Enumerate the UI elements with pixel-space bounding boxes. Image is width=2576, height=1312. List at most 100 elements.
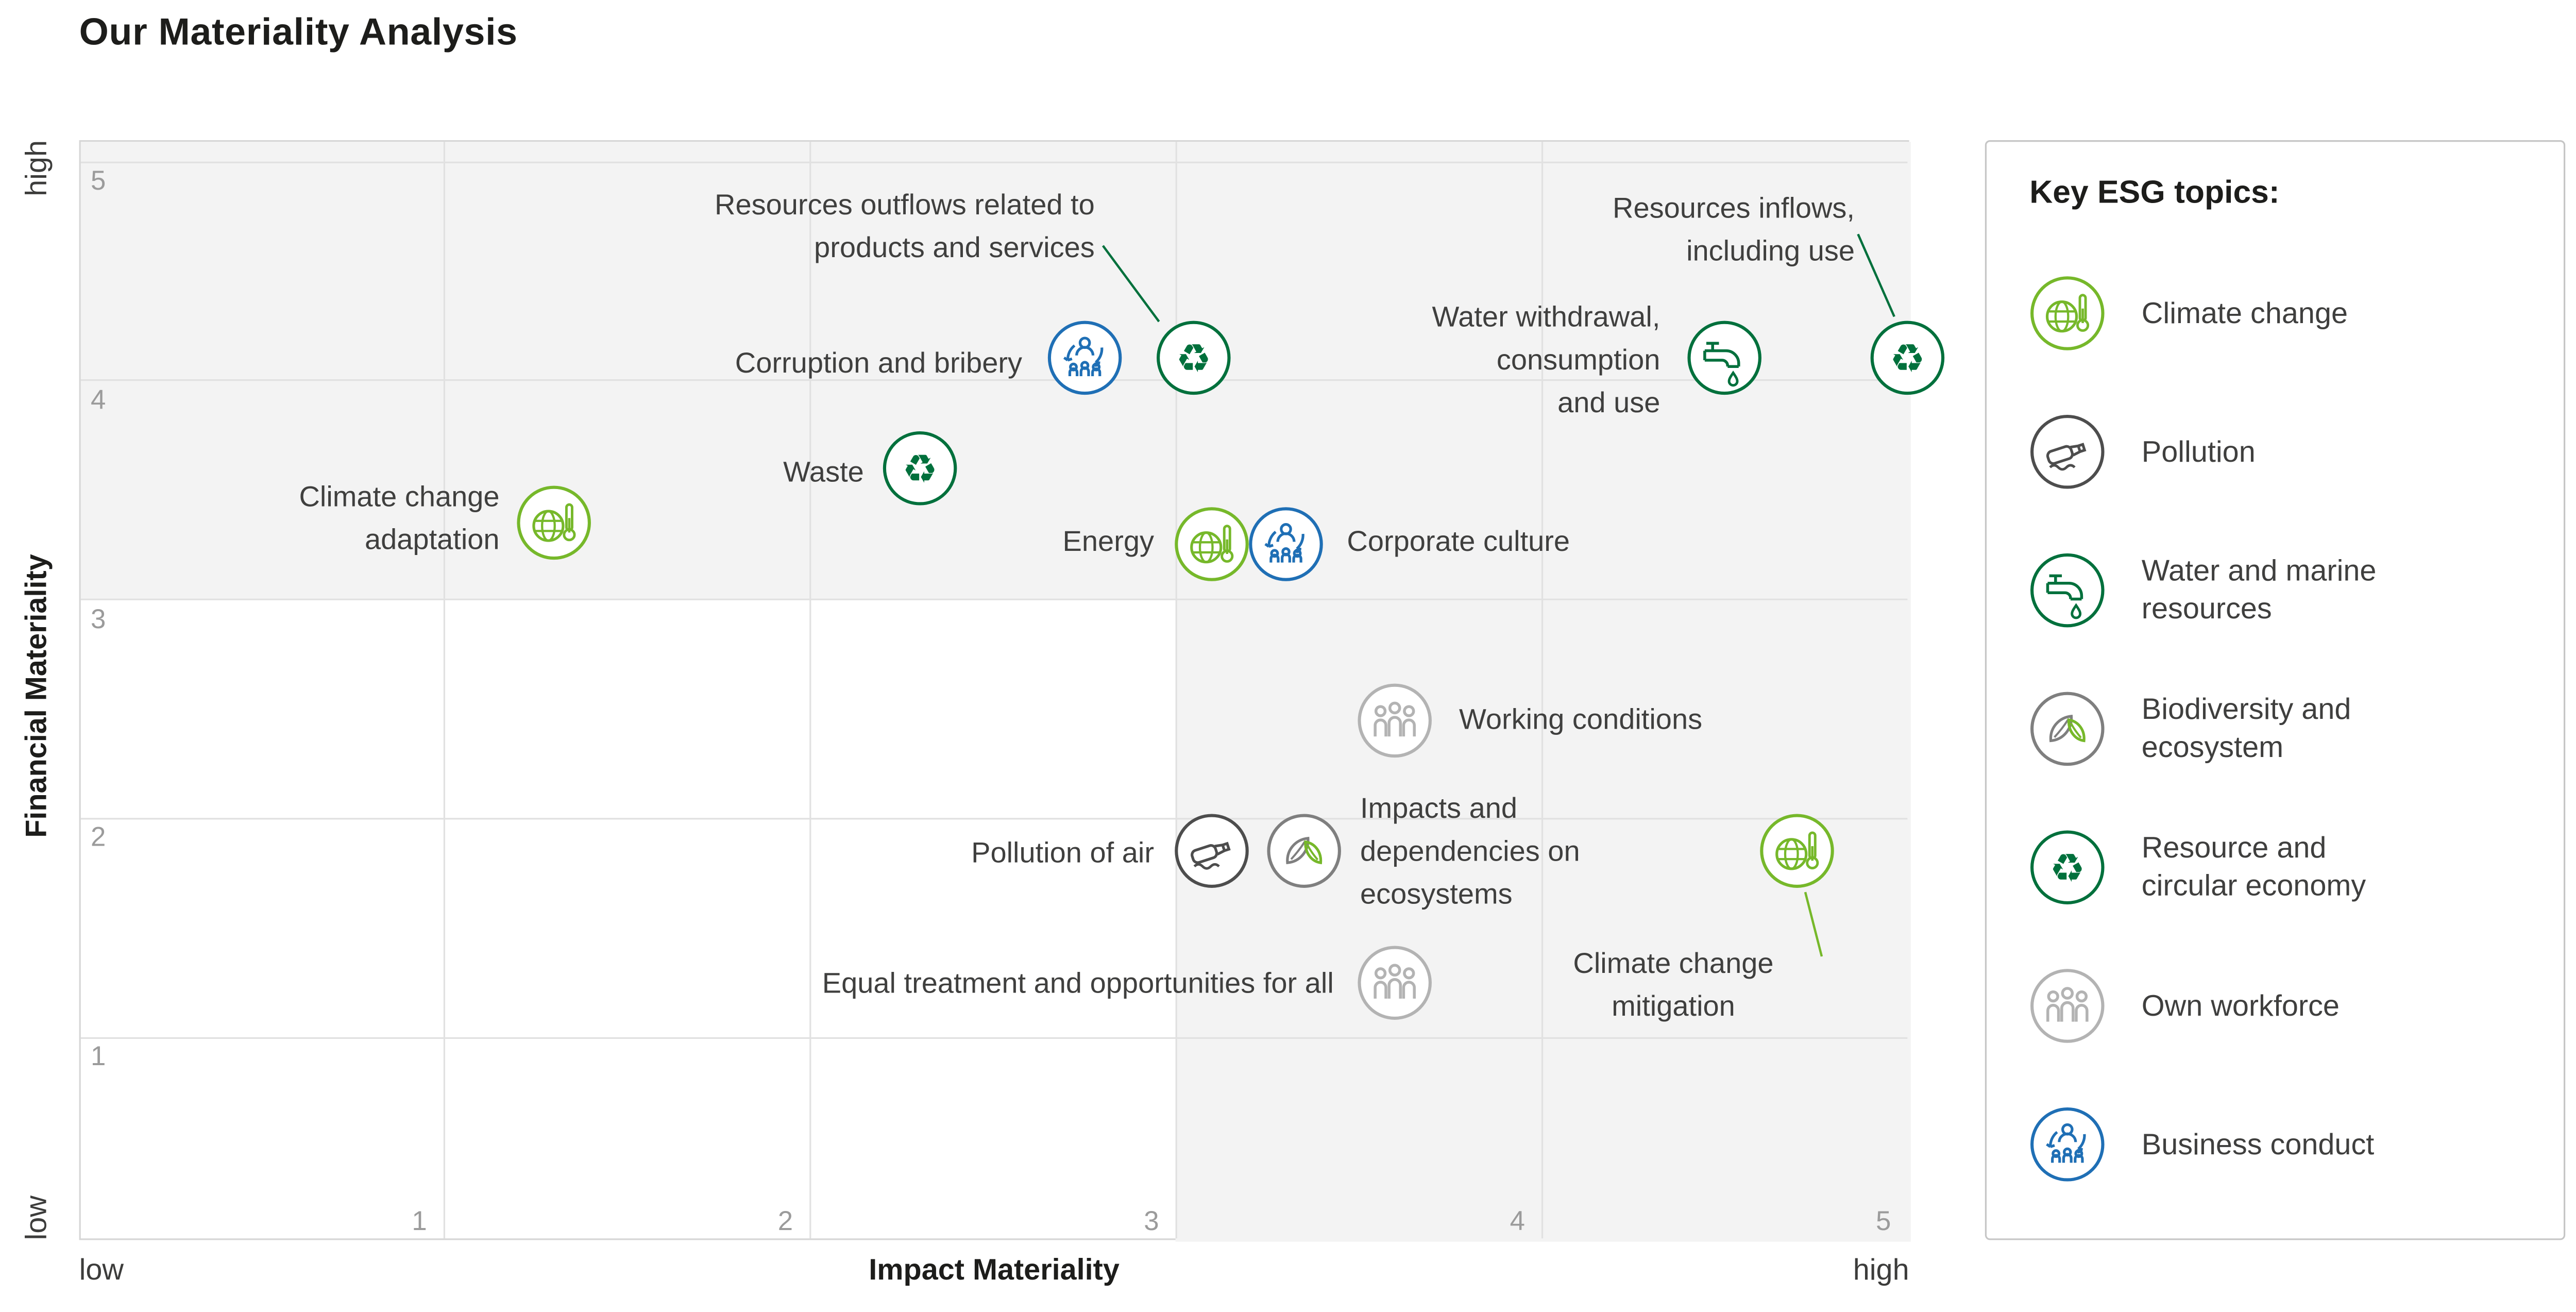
- climate-change-icon: [1760, 813, 1836, 889]
- resources-inflows-label: Resources inflows, including use: [1443, 187, 1855, 272]
- energy-label-line: Energy: [1062, 524, 1154, 558]
- climate-change-icon: [1174, 507, 1250, 582]
- x-tick-4: 4: [1510, 1207, 1525, 1237]
- resources-outflows-marker: [1156, 321, 1232, 396]
- legend-panel: Key ESG topics: Climate change Pollution W…: [1985, 140, 2566, 1240]
- legend-item-label: Climate change: [2142, 294, 2348, 332]
- resource-and-circular-economy-icon: [1870, 321, 1945, 396]
- energy-marker: [1174, 507, 1250, 582]
- working-conditions-label: Working conditions: [1459, 698, 1805, 741]
- climate-adaptation-label-line: adaptation: [365, 523, 500, 556]
- y-axis-labels: high Financial Materiality low: [0, 140, 73, 1240]
- climate-adaptation-label: Climate change adaptation: [262, 475, 500, 561]
- legend-icon-wrap: [2029, 830, 2105, 905]
- own-workforce-icon: [1357, 682, 1433, 758]
- gridline-x-1: [443, 142, 445, 1239]
- equal-treatment-marker: [1357, 945, 1433, 1020]
- climate-adaptation-marker: [515, 485, 591, 561]
- legend-icon-wrap: [2029, 968, 2105, 1044]
- corruption-bribery-marker: [1046, 321, 1122, 396]
- gridline-y-2: [80, 817, 1908, 819]
- y-tick-4: 4: [91, 385, 106, 415]
- x-tick-5: 5: [1876, 1207, 1891, 1237]
- page-title: Our Materiality Analysis: [79, 10, 518, 53]
- corporate-culture-marker: [1247, 507, 1323, 582]
- x-axis-title: Impact Materiality: [869, 1253, 1120, 1286]
- legend-label-line: circular economy: [2141, 869, 2366, 902]
- climate-mitigation-label: Climate change mitigation: [1548, 941, 1799, 1027]
- legend-item-label: Resource and circular economy: [2142, 830, 2366, 905]
- resources-outflows-label-line: Resources outflows related to: [715, 188, 1095, 221]
- y-tick-1: 1: [91, 1042, 106, 1072]
- legend-icon-wrap: [2029, 414, 2105, 490]
- y-axis-low-label: low: [19, 1195, 52, 1240]
- impacts-ecosystems-label-line: Impacts and: [1360, 792, 1518, 825]
- resource-and-circular-economy-icon: [1156, 321, 1232, 396]
- legend-item-label: Business conduct: [2142, 1125, 2375, 1164]
- legend-item-pollution: Pollution: [2029, 414, 2564, 490]
- legend-label-line: Own workforce: [2141, 988, 2340, 1022]
- resources-outflows-label: Resources outflows related to products an…: [633, 183, 1095, 268]
- impacts-ecosystems-label-line: ecosystems: [1360, 877, 1513, 911]
- legend-icon-wrap: [2029, 1106, 2105, 1182]
- legend-label-line: ecosystem: [2141, 730, 2284, 764]
- energy-label: Energy: [1032, 519, 1154, 562]
- y-tick-2: 2: [91, 823, 106, 853]
- legend-label-line: Climate change: [2141, 296, 2348, 329]
- pollution-icon: [2029, 414, 2105, 490]
- legend-item-label: Water and marine resources: [2142, 552, 2377, 628]
- corporate-culture-label-line: Corporate culture: [1347, 524, 1570, 558]
- climate-mitigation-label-line: Climate change: [1573, 946, 1774, 980]
- water-and-marine-resources-icon: [2029, 552, 2105, 628]
- impacts-ecosystems-marker: [1266, 813, 1342, 889]
- water-withdrawal-label: Water withdrawal, consumption and use: [1400, 295, 1660, 424]
- equal-treatment-label: Equal treatment and opportunities for al…: [707, 962, 1334, 1004]
- working-conditions-marker: [1357, 682, 1433, 758]
- gridline-y-4: [80, 379, 1908, 381]
- legend-item-biodiversity: Biodiversity and ecosystem: [2029, 691, 2564, 767]
- climate-adaptation-label-line: Climate change: [299, 480, 500, 513]
- water-withdrawal-label-line: Water withdrawal,: [1432, 300, 1660, 333]
- high-financial-materiality-band: [80, 142, 1911, 600]
- legend-items: Climate change Pollution Water and marine r…: [2029, 275, 2564, 1182]
- business-conduct-icon: [1247, 507, 1323, 582]
- legend-icon-wrap: [2029, 275, 2105, 351]
- legend-label-line: Business conduct: [2141, 1127, 2375, 1160]
- climate-mitigation-label-line: mitigation: [1612, 989, 1735, 1022]
- x-tick-1: 1: [412, 1207, 427, 1237]
- legend-label-line: Resource and: [2141, 831, 2327, 864]
- waste-marker: [882, 430, 957, 506]
- legend-item-climate: Climate change: [2029, 275, 2564, 351]
- legend-label-line: resources: [2141, 592, 2272, 625]
- water-withdrawal-label-line: and use: [1557, 385, 1660, 419]
- y-tick-3: 3: [91, 604, 106, 634]
- gridline-x-3: [1175, 142, 1177, 1239]
- legend-item-resource: Resource and circular economy: [2029, 830, 2564, 905]
- water-withdrawal-label-line: consumption: [1496, 343, 1660, 376]
- x-axis-high-label: high: [1853, 1253, 1909, 1286]
- x-tick-2: 2: [777, 1207, 793, 1237]
- own-workforce-icon: [2029, 968, 2105, 1044]
- waste-label: Waste: [732, 450, 864, 493]
- equal-treatment-label-line: Equal treatment and opportunities for al…: [822, 966, 1334, 1000]
- climate-mitigation-marker: [1760, 813, 1836, 889]
- pollution-icon: [1174, 813, 1250, 889]
- plot-area: 1 2 3 4 5 1 2 3 4 5 Climate change adaptation Waste…: [79, 140, 1911, 1242]
- resource-and-circular-economy-icon: [882, 430, 957, 506]
- corruption-bribery-label-line: Corruption and bribery: [735, 346, 1022, 379]
- resources-outflows-label-line: products and services: [814, 231, 1095, 264]
- legend-item-label: Pollution: [2142, 433, 2256, 471]
- impacts-ecosystems-label: Impacts and dependencies on ecosystems: [1360, 786, 1690, 915]
- legend-label-line: Water and marine: [2141, 554, 2377, 587]
- resources-inflows-marker: [1870, 321, 1945, 396]
- water-withdrawal-marker: [1687, 321, 1762, 396]
- legend-item-workforce: Own workforce: [2029, 968, 2564, 1044]
- gridline-y-5: [80, 161, 1908, 163]
- y-axis-title: Financial Materiality: [19, 554, 52, 838]
- legend-icon-wrap: [2029, 691, 2105, 767]
- x-axis-labels: low Impact Materiality high: [79, 1253, 1909, 1303]
- x-tick-3: 3: [1144, 1207, 1159, 1237]
- high-impact-materiality-band: [1175, 599, 1911, 1242]
- y-tick-5: 5: [91, 166, 106, 196]
